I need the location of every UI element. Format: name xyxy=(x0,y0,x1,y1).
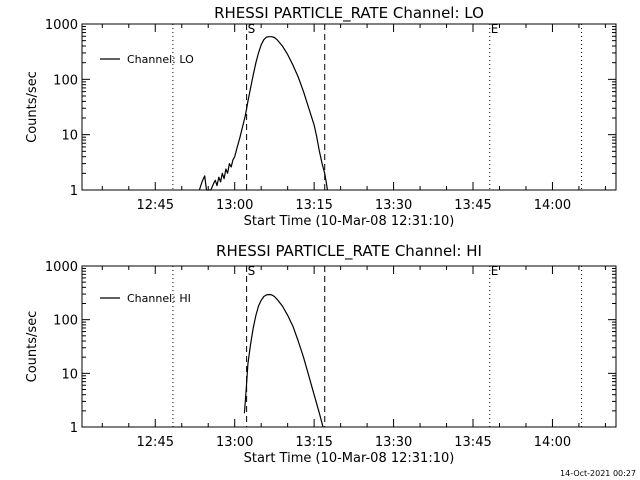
panel-2-y-tick-label: 10 xyxy=(61,367,78,382)
panel-2-y-tick-label: 1000 xyxy=(45,260,78,275)
panel-1-y-axis-label: Counts/sec xyxy=(25,71,40,143)
panel-1-x-tick-label: 12:45 xyxy=(137,198,174,213)
panel-1-y-tick-label: 10 xyxy=(61,129,78,144)
panel-2-plot-frame xyxy=(81,265,617,428)
panel-2-x-tick-label: 13:30 xyxy=(375,435,412,450)
generation-timestamp: 14-Oct-2021 00:27 xyxy=(560,469,636,478)
panel-1-y-tick-label: 1 xyxy=(70,184,78,199)
panel-2-y-axis-label: Counts/sec xyxy=(25,311,40,383)
panel-1-marker-label: S xyxy=(248,22,256,36)
panel-2-series-line xyxy=(243,293,324,428)
panel-2-marker-label: E xyxy=(491,264,499,278)
panel-2-y-tick-label: 1 xyxy=(70,421,78,436)
panel-1-marker-label: E xyxy=(491,22,499,36)
panel-1-chart-title: RHESSI PARTICLE_RATE Channel: LO xyxy=(214,4,484,23)
panel-2-y-tick-label: 100 xyxy=(53,314,78,329)
panel-2-x-tick-label: 14:00 xyxy=(534,435,571,450)
panel-2-x-tick-label: 13:00 xyxy=(216,435,253,450)
panel-2-x-tick-label: 12:45 xyxy=(137,435,174,450)
panel-2-legend-label: Channel: HI xyxy=(127,292,191,305)
panel-1-x-tick-label: 13:45 xyxy=(454,198,491,213)
panel-1-y-tick-label: 100 xyxy=(53,73,78,88)
panel-1-plot-frame xyxy=(81,23,617,191)
panel-1-x-tick-label: 13:15 xyxy=(295,198,332,213)
panel-1-x-tick-label: 14:00 xyxy=(534,198,571,213)
panel-2-x-tick-label: 13:45 xyxy=(454,435,491,450)
panel-2-chart-title: RHESSI PARTICLE_RATE Channel: HI xyxy=(216,242,482,261)
panel-1-x-tick-label: 13:30 xyxy=(375,198,412,213)
panel-1-legend-label: Channel: LO xyxy=(127,53,194,66)
panel-1-x-tick-label: 13:00 xyxy=(216,198,253,213)
panel-1-x-axis-label: Start Time (10-Mar-08 12:31:10) xyxy=(244,214,455,229)
panel-2-marker-label: S xyxy=(248,264,256,278)
panel-2-x-axis-label: Start Time (10-Mar-08 12:31:10) xyxy=(244,451,455,466)
panel-1-y-tick-label: 1000 xyxy=(45,18,78,33)
panel-2-x-tick-label: 13:15 xyxy=(295,435,332,450)
panel-1-series-line xyxy=(198,36,328,191)
